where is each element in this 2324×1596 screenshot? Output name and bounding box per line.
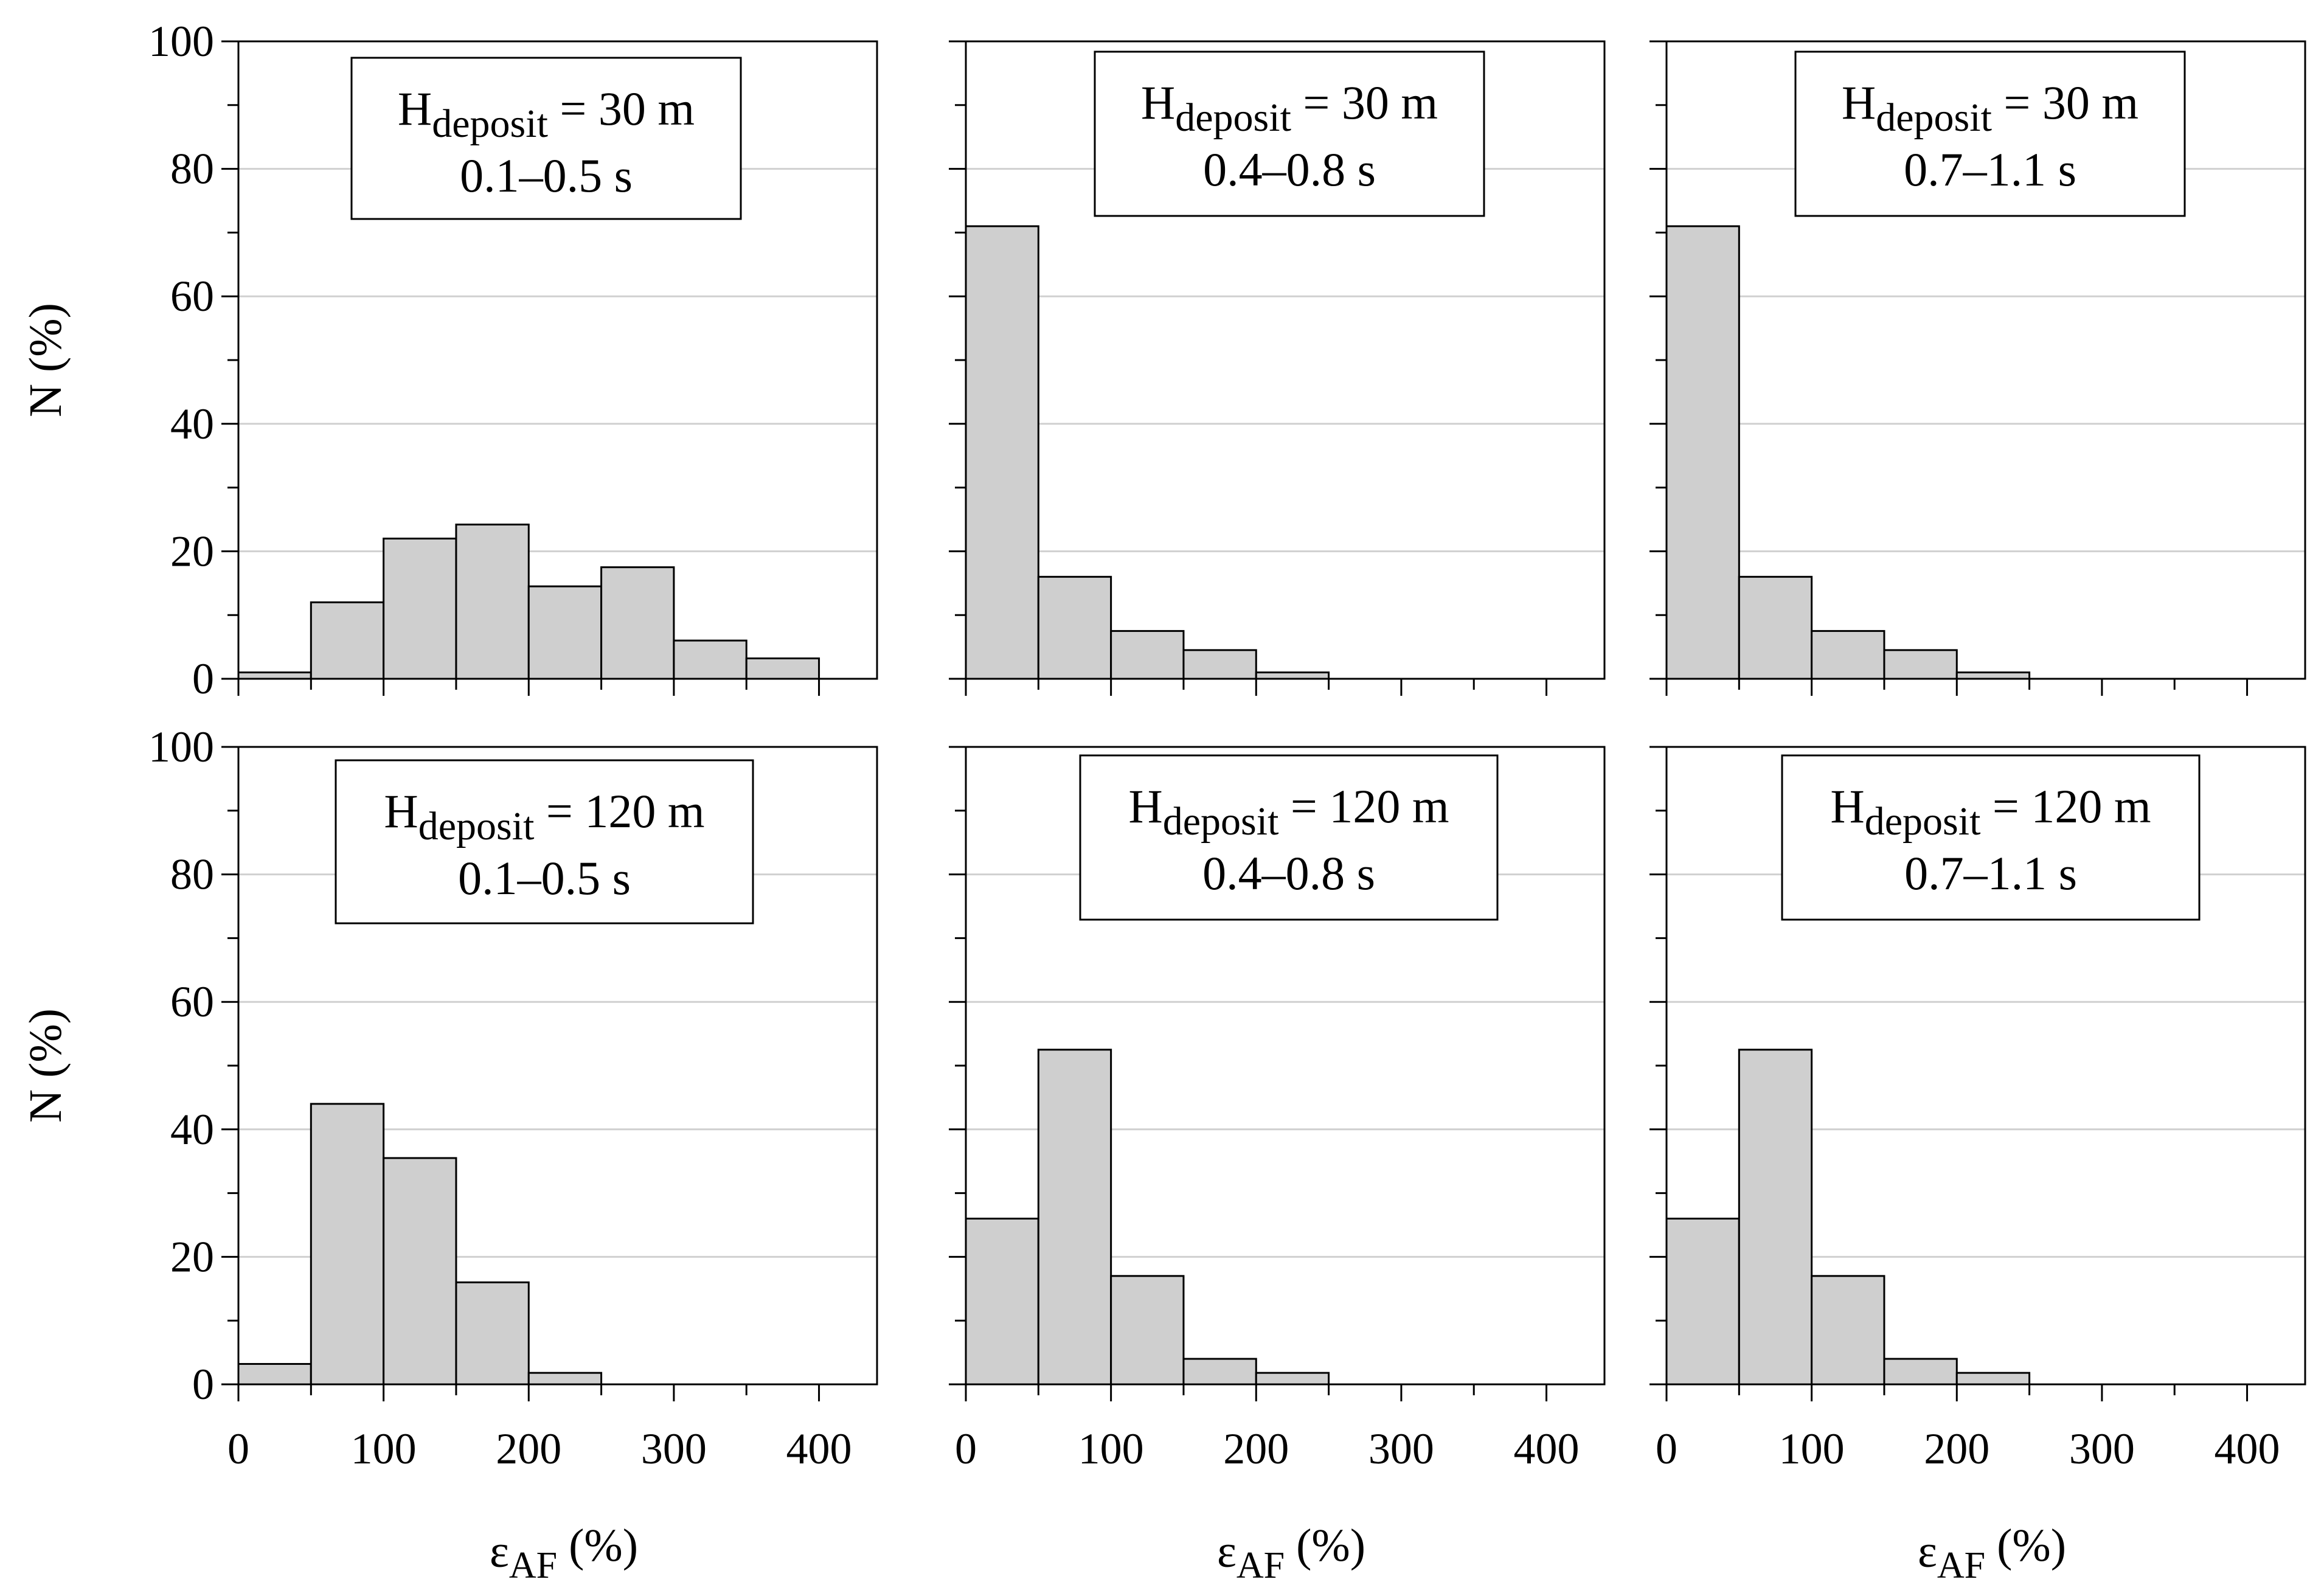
legend-box: Hdeposit = 120 m0.4–0.8 s (1079, 754, 1499, 921)
y-tick-label: 80 (170, 850, 214, 899)
histogram-bar (455, 523, 530, 680)
legend-frame (1094, 50, 1485, 217)
panel-2: Hdeposit = 30 m0.4–0.8 s (949, 40, 1606, 696)
x-tick-label: 0 (955, 1424, 977, 1473)
legend-title: Hdeposit = 120 m (384, 785, 704, 848)
histogram-bar (1255, 671, 1330, 680)
x-tick-label: 0 (1656, 1424, 1677, 1473)
histogram-bar (237, 1362, 312, 1386)
legend-frame (350, 57, 742, 220)
histogram-bar (1182, 1358, 1257, 1386)
x-axis-title: εAF (%) (1217, 1520, 1365, 1586)
x-axis-title: εAF (%) (1918, 1520, 2066, 1586)
histogram-bar (1037, 1049, 1112, 1386)
x-tick-label: 400 (1514, 1424, 1580, 1473)
legend-period: 0.7–1.1 s (1904, 143, 2076, 196)
histogram-bar (1665, 225, 1740, 680)
histogram-bar (1955, 1372, 2031, 1386)
panel-3: Hdeposit = 30 m0.7–1.1 s (1649, 40, 2306, 696)
panel-4: 0 20 40 60 80 100 N (%) 0 100 200 300 400 εAF (%) Hde… (20, 723, 878, 1586)
legend-box: Hdeposit = 30 m0.4–0.8 s (1094, 50, 1485, 217)
histogram-bar (673, 639, 747, 680)
x-tick-label: 400 (2215, 1424, 2280, 1473)
histogram-bar (1883, 1358, 1958, 1386)
histogram-bar (1738, 1049, 1813, 1386)
x-tick-label: 200 (1924, 1424, 1989, 1473)
histogram-bar (965, 225, 1039, 680)
legend-period: 0.4–0.8 s (1203, 143, 1376, 196)
x-tick-label: 200 (496, 1424, 561, 1473)
legend-frame (1781, 754, 2201, 921)
histogram-bar (455, 1281, 530, 1386)
panel-5: 0 100 200 300 400 εAF (%) Hdeposit = 120 m0.4–… (949, 746, 1606, 1586)
histogram-bar (1110, 1275, 1185, 1386)
y-tick-label: 60 (170, 977, 214, 1026)
histogram-bar (1182, 649, 1257, 680)
histogram-bar (1811, 1275, 1885, 1386)
legend-title: Hdeposit = 30 m (1842, 76, 2138, 140)
histogram-bar (1738, 575, 1813, 680)
histogram-bar (965, 1218, 1039, 1386)
histogram-bar (1037, 575, 1112, 680)
x-tick-label: 400 (786, 1424, 852, 1473)
x-tick-label: 200 (1223, 1424, 1289, 1473)
y-axis-title: N (%) (20, 1008, 71, 1123)
histogram-bar (237, 671, 312, 680)
y-tick-label: 40 (170, 1105, 214, 1154)
y-tick-label: 80 (170, 145, 214, 193)
legend-title: Hdeposit = 30 m (1141, 76, 1438, 140)
y-tick-label: 40 (170, 400, 214, 448)
histogram-bar (1255, 1372, 1330, 1386)
y-axis-title: N (%) (20, 303, 71, 417)
y-tick-label: 60 (170, 272, 214, 321)
x-axis-title: εAF (%) (490, 1520, 638, 1586)
panel-6: 0 100 200 300 400 εAF (%) Hdeposit = 120 m0.7–… (1649, 746, 2306, 1586)
x-tick-label: 300 (1368, 1424, 1434, 1473)
histogram-bar (527, 1372, 603, 1386)
legend-period: 0.7–1.1 s (1904, 847, 2077, 900)
x-tick-label: 100 (1078, 1424, 1144, 1473)
histogram-bar (383, 1157, 457, 1386)
y-tick-label: 20 (170, 527, 214, 575)
x-tick-label: 300 (641, 1424, 707, 1473)
histogram-bar (310, 601, 385, 680)
histogram-bar (1665, 1218, 1740, 1386)
legend-title: Hdeposit = 120 m (1128, 780, 1449, 844)
y-tick-label: 20 (170, 1232, 214, 1281)
legend-box: Hdeposit = 30 m0.7–1.1 s (1794, 50, 2186, 217)
histogram-bar (527, 585, 603, 680)
x-tick-label: 100 (1779, 1424, 1845, 1473)
y-tick-label: 0 (192, 1360, 214, 1409)
legend-frame (335, 759, 754, 925)
histogram-bar (310, 1103, 385, 1386)
panel-1: 0 20 40 60 80 100 N (%) Hdeposit = 30 m0.1–0.5 … (20, 17, 878, 703)
y-tick-label: 100 (148, 17, 214, 66)
histogram-bar (1955, 671, 2031, 680)
x-tick-label: 100 (351, 1424, 417, 1473)
x-tick-label: 0 (227, 1424, 249, 1473)
legend-box: Hdeposit = 120 m0.1–0.5 s (335, 759, 754, 925)
histogram-bar (600, 566, 675, 680)
legend-box: Hdeposit = 120 m0.7–1.1 s (1781, 754, 2201, 921)
legend-box: Hdeposit = 30 m0.1–0.5 s (350, 57, 742, 220)
histogram-bar (745, 657, 820, 680)
legend-title: Hdeposit = 120 m (1830, 780, 2151, 844)
histogram-bar (1110, 630, 1185, 680)
legend-frame (1079, 754, 1499, 921)
histogram-bar (1883, 649, 1958, 680)
y-tick-label: 0 (192, 654, 214, 703)
x-tick-label: 300 (2069, 1424, 2135, 1473)
legend-title: Hdeposit = 30 m (398, 82, 695, 146)
histogram-bar (383, 537, 457, 680)
histogram-bar (1811, 630, 1885, 680)
legend-period: 0.1–0.5 s (460, 149, 633, 202)
legend-frame (1794, 50, 2186, 217)
y-tick-label: 100 (148, 723, 214, 771)
legend-period: 0.1–0.5 s (458, 852, 631, 904)
legend-period: 0.4–0.8 s (1202, 847, 1375, 900)
